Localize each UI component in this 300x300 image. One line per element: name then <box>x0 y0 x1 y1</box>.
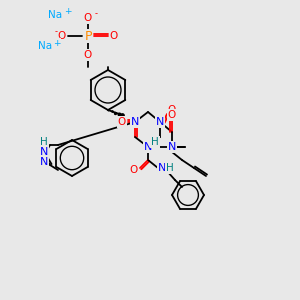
Text: P: P <box>84 29 92 43</box>
Text: O: O <box>58 31 66 41</box>
Text: N: N <box>168 142 176 152</box>
Text: N: N <box>40 147 48 157</box>
Text: O: O <box>84 50 92 60</box>
Text: O: O <box>129 165 137 175</box>
Text: H: H <box>166 163 174 173</box>
Text: -: - <box>55 28 58 37</box>
Text: N: N <box>131 117 139 127</box>
Text: O: O <box>118 117 126 127</box>
Text: H: H <box>40 137 48 147</box>
Text: -: - <box>94 10 98 19</box>
Text: +: + <box>53 38 61 47</box>
Text: Na: Na <box>38 41 52 51</box>
Text: Na: Na <box>48 10 62 20</box>
Text: O: O <box>110 31 118 41</box>
Text: N: N <box>158 163 166 173</box>
Text: N: N <box>40 157 48 167</box>
Text: +: + <box>64 8 72 16</box>
Text: N: N <box>144 142 152 152</box>
Text: O: O <box>84 13 92 23</box>
Text: H: H <box>151 137 159 147</box>
Text: N: N <box>156 117 164 127</box>
Text: O: O <box>168 110 176 120</box>
Text: O: O <box>168 105 176 115</box>
